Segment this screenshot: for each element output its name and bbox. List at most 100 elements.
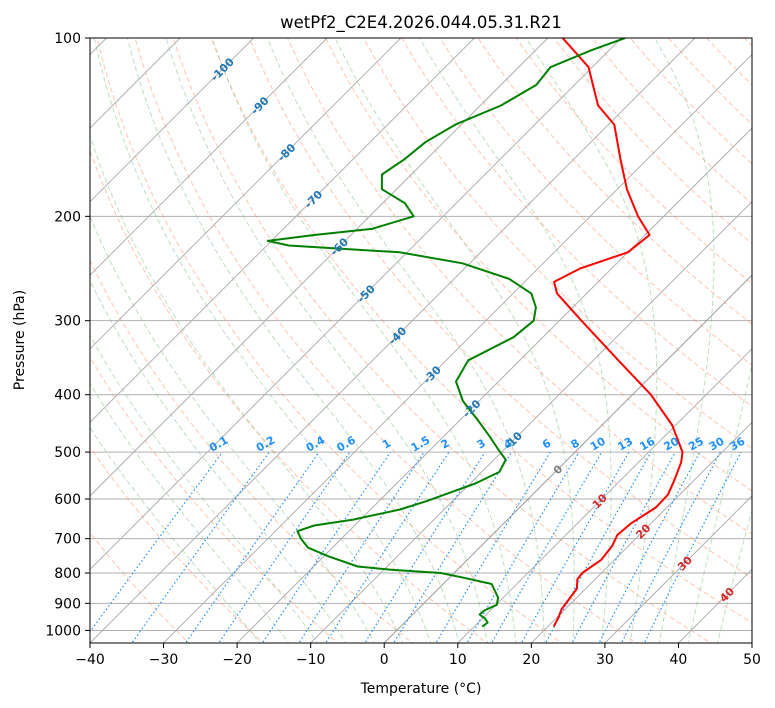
dry-adiabat	[325, 38, 752, 492]
moist-adiabat	[525, 38, 658, 643]
y-tick-label: 400	[54, 388, 81, 404]
mixing-ratio-label: 0.1	[207, 434, 230, 455]
x-tick-label: −30	[149, 652, 179, 668]
dry-adiabat	[553, 38, 752, 245]
mixing-ratio-label: 10	[588, 434, 608, 453]
moist-adiabat	[687, 361, 752, 643]
mixing-ratio-line	[466, 451, 580, 643]
isotherm-line	[236, 127, 752, 643]
y-tick-label: 600	[54, 492, 81, 508]
dry-adiabat	[706, 38, 752, 86]
x-tick-label: 0	[380, 652, 389, 668]
isotherm-line	[90, 38, 696, 643]
moist-adiabat	[90, 334, 319, 643]
mixing-ratio-line	[393, 451, 513, 643]
isotherm-line	[310, 200, 752, 643]
mixing-ratio-line	[90, 451, 223, 633]
x-tick-label: 20	[522, 652, 540, 668]
mixing-ratio-label: 1	[380, 437, 393, 452]
isotherm-line	[90, 38, 402, 350]
plot-area: 0.1 0.2 0.4 0.6 1 1.5 2 3 4 6 8 10 13 16 20 25 30 36-100-…	[90, 38, 752, 643]
dry-adiabat	[172, 38, 712, 643]
isotherm-lines	[90, 38, 752, 643]
axis-ticks: −40 −30 −20 −10 0 10 20 30 40 5010020030040050060…	[45, 31, 761, 668]
moist-adiabat	[716, 508, 752, 643]
mixing-ratio-label: 3	[475, 437, 488, 452]
moist-adiabat	[165, 38, 488, 643]
adiabat-lines	[90, 38, 752, 643]
dry-adiabat	[210, 38, 752, 624]
mixing-ratio-lines	[90, 451, 742, 643]
y-tick-label: 500	[54, 445, 81, 461]
isotherm-line	[90, 38, 255, 203]
moist-adiabat	[90, 382, 290, 643]
moist-adiabat	[266, 38, 545, 643]
isotherm-label: 30	[675, 553, 695, 573]
moist-adiabat	[654, 38, 715, 643]
x-tick-label: 40	[670, 652, 688, 668]
mixing-ratio-label: 20	[662, 434, 682, 453]
isotherm-line	[604, 495, 752, 643]
mixing-ratio-line	[620, 451, 721, 643]
temperature-profile-line	[552, 38, 684, 628]
x-tick-label: −40	[75, 652, 105, 668]
dry-adiabat	[477, 38, 752, 325]
dry-adiabat	[134, 38, 638, 643]
mixing-ratio-label: 25	[686, 435, 706, 454]
mixing-ratio-line	[261, 451, 391, 643]
isotherm-line	[457, 348, 752, 643]
isotherm-label: -50	[355, 282, 378, 305]
y-tick-label: 800	[54, 566, 81, 582]
dry-adiabat	[401, 38, 752, 408]
moist-adiabat	[93, 38, 432, 643]
x-tick-label: 30	[596, 652, 614, 668]
dry-adiabat	[439, 38, 752, 366]
chart-title: wetPf2_C2E4.2026.044.05.31.R21	[280, 13, 562, 33]
y-tick-label: 700	[54, 532, 81, 548]
dry-adiabat	[90, 356, 339, 643]
dry-adiabat	[96, 38, 563, 643]
moist-adiabat	[90, 426, 261, 643]
mixing-ratio-line	[571, 451, 676, 643]
y-tick-label: 900	[54, 596, 81, 612]
dry-adiabat	[744, 38, 752, 47]
mixing-ratio-label: 6	[540, 436, 553, 451]
sounding-profiles	[266, 38, 684, 628]
dry-adiabat	[515, 38, 752, 285]
y-tick-label: 100	[54, 31, 81, 47]
isotherm-line	[383, 274, 752, 643]
dewpoint-profile-line	[266, 38, 626, 628]
moist-adiabat	[90, 279, 347, 643]
dry-adiabat	[90, 259, 414, 643]
y-tick-label: 300	[54, 314, 81, 330]
mixing-ratio-line	[218, 451, 351, 643]
isotherm-line	[751, 642, 752, 643]
mixing-ratio-line	[131, 451, 270, 643]
moist-adiabat	[334, 38, 575, 643]
x-tick-label: 10	[449, 652, 467, 668]
plot-frame	[89, 37, 753, 644]
mixing-ratio-line	[643, 451, 742, 643]
dry-adiabat	[90, 532, 190, 643]
isotherm-line	[163, 53, 752, 643]
mixing-ratio-line	[364, 451, 486, 643]
dry-adiabat	[90, 446, 264, 643]
mixing-ratio-line	[298, 451, 425, 643]
y-tick-label: 1000	[45, 623, 81, 639]
mixing-ratio-label: 8	[569, 437, 582, 452]
dry-adiabat	[629, 38, 752, 165]
y-axis-title: Pressure (hPa)	[12, 290, 28, 390]
line-labels: 0.1 0.2 0.4 0.6 1 1.5 2 3 4 6 8 10 13 16 20 25 30 36-100-…	[207, 55, 747, 605]
isotherm-line	[530, 421, 752, 643]
mixing-ratio-label: 13	[615, 435, 635, 454]
dry-adiabat	[90, 149, 488, 643]
x-axis-title: Temperature (°C)	[360, 681, 482, 697]
mixing-ratio-line	[598, 451, 701, 643]
isotherm-line	[90, 38, 328, 276]
x-tick-label: −10	[296, 652, 326, 668]
mixing-ratio-label: 36	[727, 434, 747, 453]
isotherm-line	[90, 38, 549, 497]
x-tick-label: −20	[222, 652, 252, 668]
mixing-ratio-label: 2	[439, 437, 452, 452]
